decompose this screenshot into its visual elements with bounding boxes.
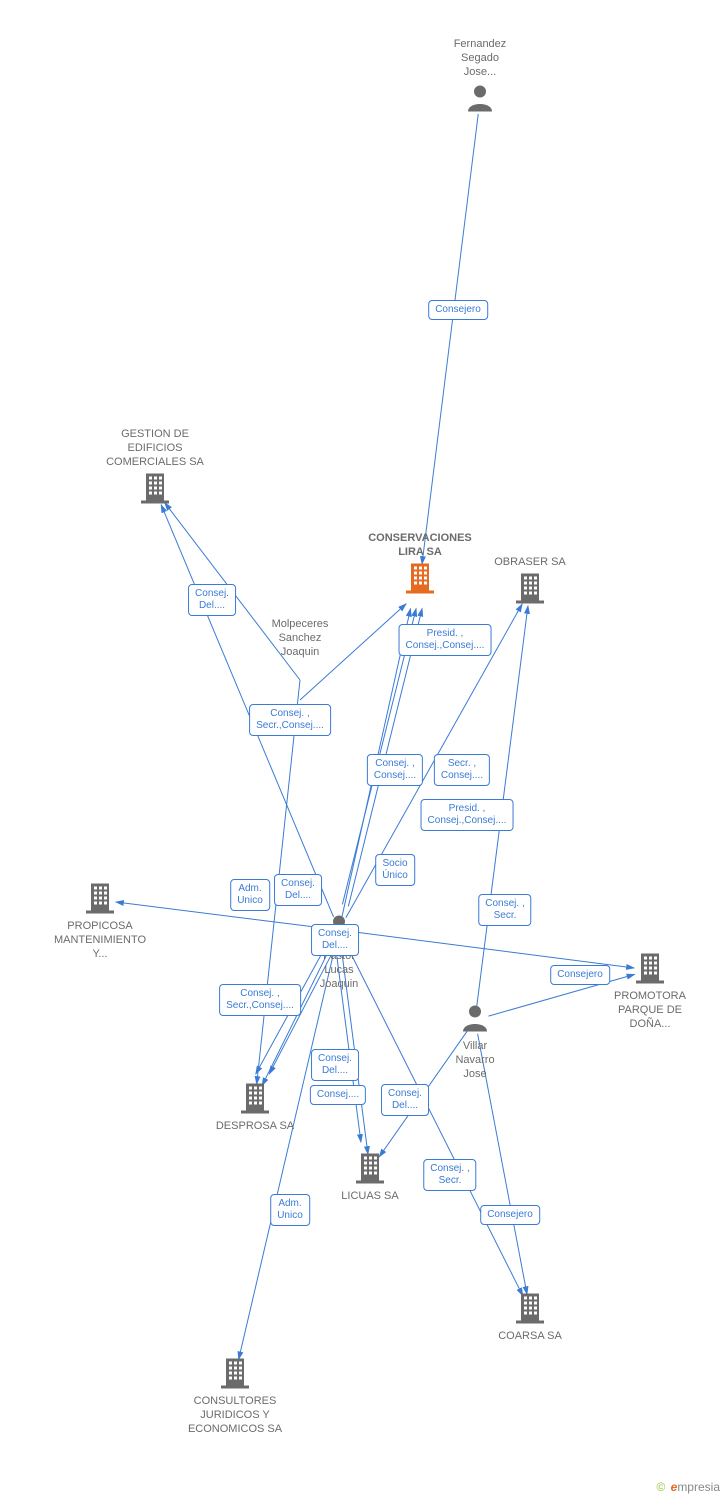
person-icon[interactable]	[461, 1004, 489, 1037]
company-icon[interactable]	[636, 952, 664, 989]
node-label: OBRASER SA	[494, 556, 566, 570]
edge-label: Consej. , Secr.,Consej....	[219, 984, 301, 1016]
edge-label: Consej. Del....	[381, 1084, 429, 1116]
node-label: GESTION DE EDIFICIOS COMERCIALES SA	[106, 428, 204, 469]
node-label: CONSULTORES JURIDICOS Y ECONOMICOS SA	[188, 1395, 282, 1436]
edge-label: Consej. , Consej....	[367, 754, 423, 786]
company-icon[interactable]	[241, 1082, 269, 1119]
edge-label: Consej....	[310, 1085, 366, 1105]
edge-line	[345, 943, 523, 1296]
edge-label: Consej. Del....	[311, 924, 359, 956]
edge-line	[353, 932, 634, 968]
company-icon[interactable]	[356, 1152, 384, 1189]
node-label: Pastor Lucas Joaquin	[320, 950, 359, 991]
edge-label: Consej. Del....	[188, 584, 236, 616]
edge-label: Consej. , Secr.	[478, 894, 531, 926]
company-icon[interactable]	[516, 1292, 544, 1329]
node-label: LICUAS SA	[341, 1190, 398, 1204]
company-icon[interactable]	[221, 1357, 249, 1394]
node-label: Villar Navarro Jose	[455, 1040, 494, 1081]
company-icon[interactable]	[86, 882, 114, 919]
brand-rest: mpresia	[677, 1480, 720, 1494]
company-icon[interactable]	[406, 562, 434, 599]
node-label: Molpeceres Sanchez Joaquin	[272, 618, 329, 659]
company-icon[interactable]	[141, 472, 169, 509]
edge-label: Consejero	[428, 300, 488, 320]
node-label: Fernandez Segado Jose...	[454, 38, 507, 79]
edge-label: Consejero	[480, 1205, 540, 1225]
edge-label: Adm. Unico	[230, 879, 270, 911]
edge-label: Presid. , Consej.,Consej....	[399, 624, 492, 656]
footer-copyright: © empresia	[656, 1480, 720, 1494]
edge-label: Secr. , Consej....	[434, 754, 490, 786]
company-icon[interactable]	[516, 572, 544, 609]
node-label: PROMOTORA PARQUE DE DOÑA...	[614, 990, 686, 1031]
node-label: PROPICOSA MANTENIMIENTO Y...	[54, 920, 146, 961]
node-label: COARSA SA	[498, 1330, 562, 1344]
node-label: DESPROSA SA	[216, 1120, 294, 1134]
edge-label: Presid. , Consej.,Consej....	[421, 799, 514, 831]
edge-label: Adm. Unico	[270, 1194, 310, 1226]
node-label: CONSERVACIONES LIRA SA	[368, 532, 472, 560]
edge-line	[422, 114, 478, 564]
edge-label: Consej. Del....	[274, 874, 322, 906]
edge-label: Consej. Del....	[311, 1049, 359, 1081]
person-icon[interactable]	[466, 84, 494, 117]
copyright-symbol: ©	[656, 1480, 665, 1494]
edge-label: Consej. , Secr.	[423, 1159, 476, 1191]
graph-edges	[0, 0, 728, 1500]
edge-label: Socio Único	[375, 854, 415, 886]
edge-label: Consej. , Secr.,Consej....	[249, 704, 331, 736]
edge-label: Consejero	[550, 965, 610, 985]
